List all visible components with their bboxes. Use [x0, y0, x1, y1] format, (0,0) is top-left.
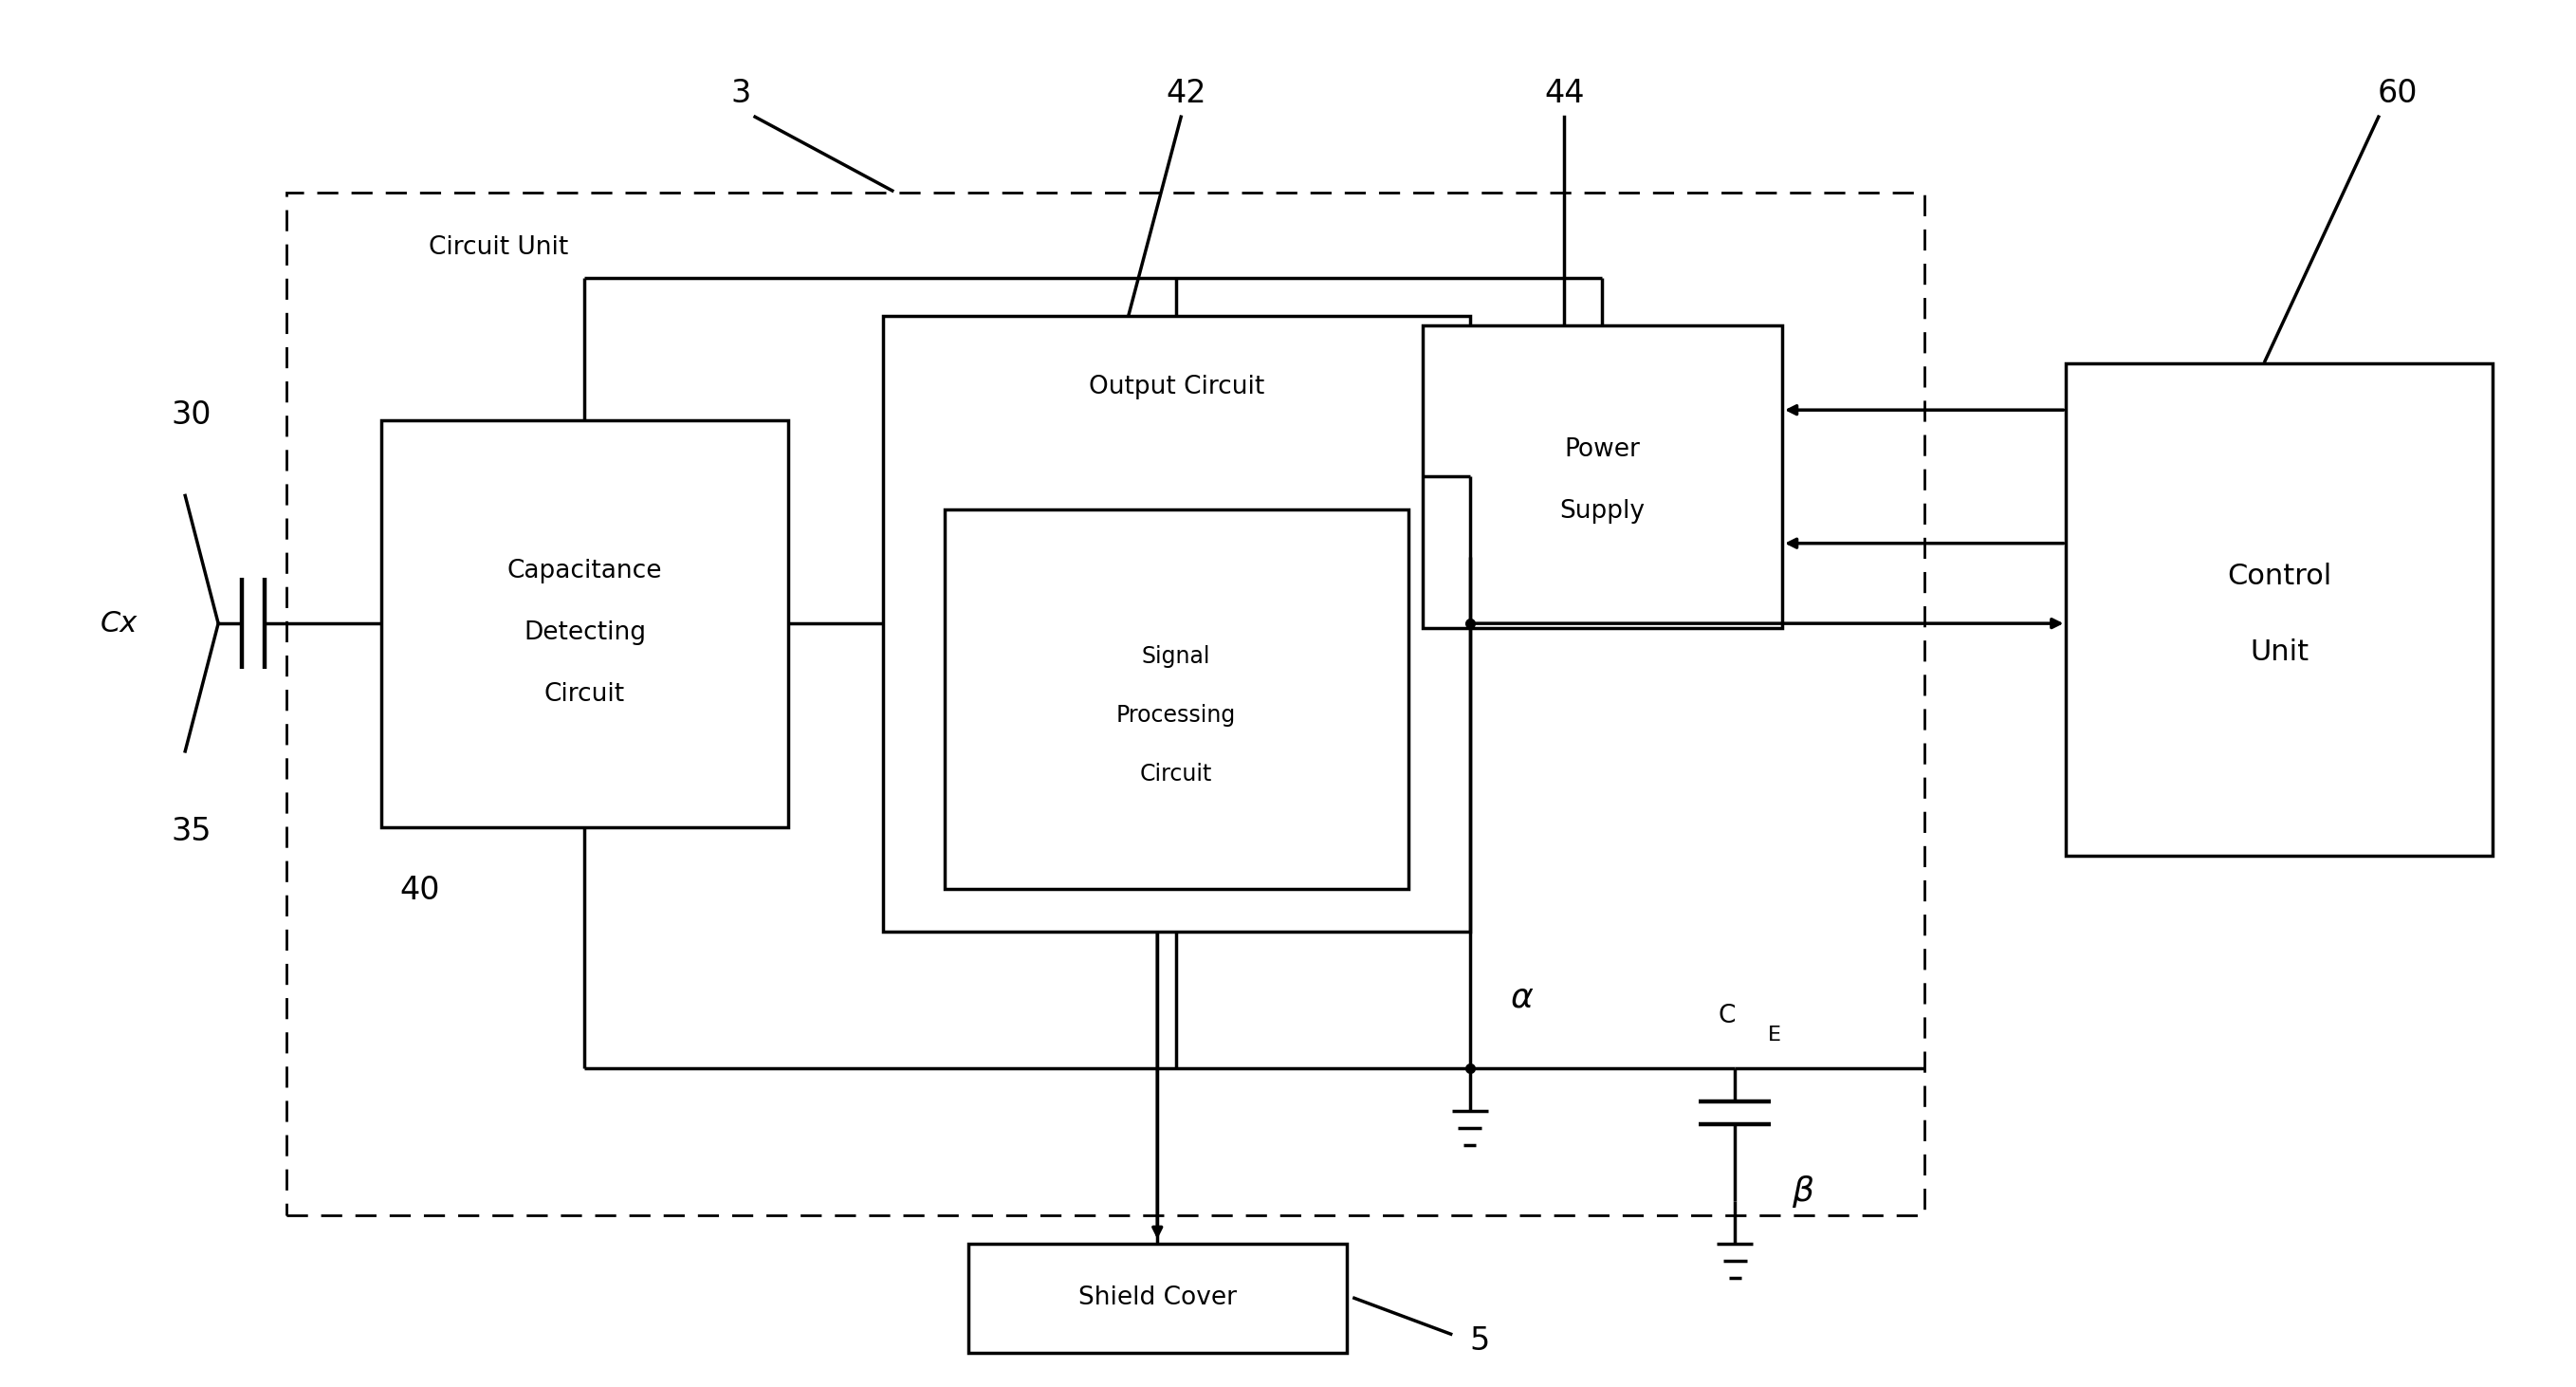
Text: Circuit: Circuit — [544, 682, 626, 707]
Bar — [381, 420, 788, 827]
Text: 30: 30 — [170, 399, 211, 431]
Text: C: C — [1718, 1004, 1736, 1029]
Text: α: α — [1510, 982, 1533, 1014]
Bar — [945, 510, 1409, 889]
Text: Cx: Cx — [100, 610, 139, 637]
Text: Processing: Processing — [1115, 703, 1236, 727]
Text: Circuit Unit: Circuit Unit — [428, 236, 569, 259]
Text: Output Circuit: Output Circuit — [1090, 374, 1265, 399]
Text: 44: 44 — [1543, 78, 1584, 108]
Text: E: E — [1767, 1026, 1780, 1044]
Text: 5: 5 — [1471, 1325, 1489, 1356]
Text: Circuit: Circuit — [1141, 763, 1213, 785]
Bar — [286, 193, 1924, 1215]
Text: Power: Power — [1564, 438, 1641, 462]
Text: Detecting: Detecting — [523, 620, 647, 645]
Text: 60: 60 — [2378, 78, 2419, 108]
Bar — [884, 316, 1471, 931]
Text: Signal: Signal — [1141, 645, 1211, 669]
Text: β: β — [1793, 1175, 1814, 1208]
Text: 40: 40 — [399, 874, 440, 906]
Bar — [1422, 325, 1783, 628]
Bar — [969, 1244, 1347, 1352]
Text: Control: Control — [2226, 562, 2331, 589]
Text: Unit: Unit — [2249, 638, 2308, 666]
Text: 35: 35 — [170, 816, 211, 847]
Text: 3: 3 — [732, 78, 752, 108]
Bar — [2066, 363, 2491, 856]
Text: 42: 42 — [1164, 78, 1206, 108]
Text: Supply: Supply — [1558, 499, 1646, 524]
Text: Shield Cover: Shield Cover — [1079, 1286, 1236, 1311]
Text: Capacitance: Capacitance — [507, 559, 662, 584]
